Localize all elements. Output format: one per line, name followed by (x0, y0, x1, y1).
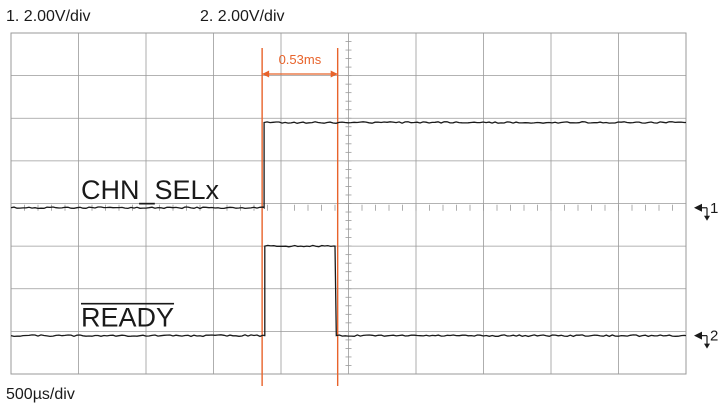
traces (10, 121, 687, 338)
channel-2-scale: 2. 2.00V/div (200, 8, 285, 25)
time-cursors: 0.53ms (261, 48, 339, 386)
trace-2 (10, 244, 687, 338)
cursor-delta-label: 0.53ms (279, 52, 322, 67)
channel-markers: 12 (694, 200, 718, 349)
cursor-arrowhead-left (262, 70, 270, 78)
ground-marker-arrow-2 (694, 331, 702, 340)
ground-marker-down-2 (704, 343, 710, 349)
trace-1 (10, 121, 686, 210)
ground-marker-arrow-1 (694, 203, 702, 212)
ground-marker-down-1 (704, 215, 710, 221)
channel-number-2: 2 (710, 328, 718, 345)
trace-labels: CHN_SELx READY (81, 175, 220, 333)
channel-1-scale: 1. 2.00V/div (6, 8, 91, 25)
trace-label-2: READY (81, 303, 174, 333)
graticule (10, 32, 687, 375)
cursor-arrowhead-right (330, 70, 338, 78)
channel-number-1: 1 (710, 200, 718, 217)
timebase-label: 500µs/div (6, 386, 75, 403)
trace-label-1: CHN_SELx (81, 175, 220, 205)
